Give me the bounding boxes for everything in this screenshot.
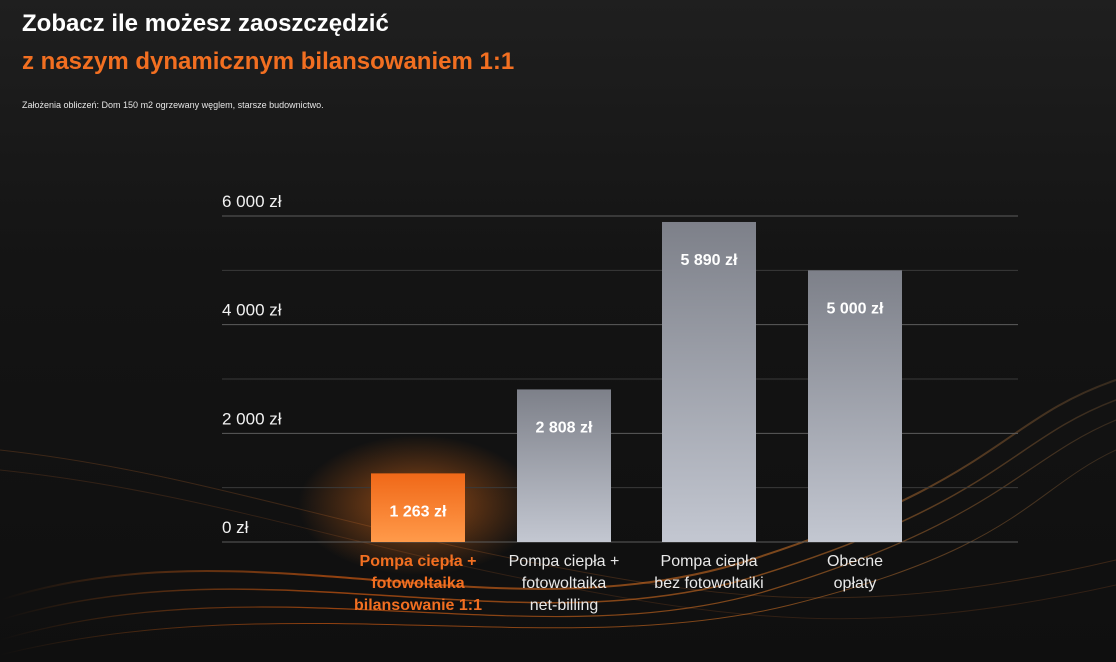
bar-value-label: 5 890 zł (681, 252, 738, 269)
bar (371, 473, 465, 542)
bar (662, 221, 756, 542)
page-subtitle: z naszym dynamicznym bilansowaniem 1:1 (22, 48, 515, 75)
category-label: Obecne opłaty (826, 553, 884, 592)
y-tick-label: 6 000 zł (222, 192, 282, 211)
y-tick-label: 0 zł (222, 518, 249, 537)
category-label: Pompa ciepła bez fotowoltaiki (654, 553, 764, 592)
y-tick-label: 2 000 zł (222, 409, 282, 428)
bar (808, 270, 902, 542)
assumptions-note: Założenia obliczeń: Dom 150 m2 ogrzewany… (22, 100, 324, 110)
bar-value-label: 2 808 zł (536, 419, 593, 436)
bar-value-label: 5 000 zł (827, 300, 884, 317)
page-title: Zobacz ile możesz zaoszczędzić (22, 10, 389, 37)
category-label: Pompa ciepła + fotowoltaika bilansowanie… (353, 553, 483, 614)
bar (517, 389, 611, 542)
category-label: Pompa ciepła + fotowoltaika net-billing (508, 553, 620, 614)
bar-value-label: 1 263 zł (390, 503, 447, 520)
y-tick-label: 4 000 zł (222, 301, 282, 320)
